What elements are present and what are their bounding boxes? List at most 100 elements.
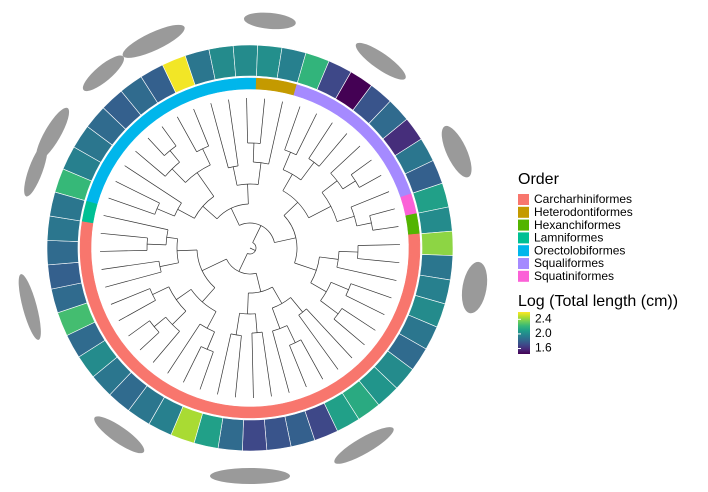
order-cell — [80, 260, 95, 283]
branch — [152, 330, 180, 363]
colorbar-title: Log (Total length (cm)) — [518, 293, 678, 310]
branch — [295, 113, 317, 155]
branch — [318, 133, 348, 167]
shark — [122, 24, 185, 58]
order-cell — [262, 403, 285, 418]
branch — [255, 313, 258, 333]
branch — [261, 332, 272, 397]
order-cell — [408, 233, 421, 255]
branch — [176, 116, 197, 152]
order-cell — [215, 78, 238, 93]
branch — [228, 99, 239, 166]
branch — [357, 258, 400, 264]
branch — [183, 346, 202, 383]
branch — [124, 165, 182, 204]
branch — [147, 137, 165, 156]
branch — [193, 108, 209, 147]
branch — [308, 205, 332, 219]
branch — [369, 208, 395, 216]
order-cell — [222, 404, 245, 419]
branch — [152, 286, 169, 295]
branch — [282, 152, 291, 170]
branch — [166, 236, 178, 240]
branch — [259, 98, 266, 144]
branch — [300, 162, 315, 181]
branch — [284, 106, 301, 151]
branch — [202, 287, 216, 303]
branch — [139, 332, 160, 351]
branch — [336, 216, 355, 222]
branch — [298, 308, 307, 316]
shark — [441, 125, 472, 178]
branch — [171, 168, 186, 183]
branch — [232, 166, 238, 186]
legend-label: Hexanchiformes — [534, 218, 621, 232]
branch — [149, 320, 160, 333]
shark — [461, 261, 488, 314]
shark — [18, 274, 41, 340]
legend-label: Orectolobiformes — [534, 243, 625, 257]
branch — [283, 202, 298, 216]
branch — [236, 183, 259, 186]
order-cell — [255, 77, 278, 92]
branch — [100, 232, 148, 239]
branch — [234, 335, 242, 398]
branch — [118, 300, 156, 322]
branch — [252, 143, 255, 163]
length-cell — [46, 240, 79, 266]
shark — [334, 427, 394, 464]
legend-swatch — [518, 245, 529, 257]
branch — [105, 271, 162, 288]
branch — [320, 300, 339, 315]
branch — [359, 174, 382, 188]
branch — [320, 282, 332, 301]
legend: CarcharhiniformesHeterodontiformesHexanc… — [518, 192, 633, 355]
legend-label: Squatiniformes — [534, 269, 614, 283]
length-cell — [49, 191, 86, 222]
branch — [357, 245, 359, 259]
branch — [230, 333, 242, 336]
shark — [210, 468, 290, 484]
branch — [345, 295, 385, 315]
branch — [201, 258, 227, 271]
branch — [357, 244, 400, 246]
branch — [159, 262, 179, 267]
branch — [177, 249, 198, 252]
legend-swatch — [518, 258, 529, 269]
legend-swatch — [518, 206, 529, 218]
branch — [199, 323, 215, 333]
branch — [330, 281, 349, 290]
branch — [156, 208, 175, 217]
branch — [165, 229, 169, 245]
branch — [350, 283, 392, 299]
branch — [286, 325, 296, 343]
branch — [247, 142, 261, 144]
branch — [300, 339, 324, 380]
branch — [101, 260, 159, 270]
branch — [282, 174, 293, 191]
colorbar-label: 1.6 — [535, 341, 552, 355]
order-cell — [405, 213, 420, 236]
branch — [252, 225, 262, 243]
rings — [46, 44, 454, 452]
shark — [82, 55, 125, 92]
branch — [176, 289, 192, 300]
branch — [271, 307, 281, 329]
branch — [196, 145, 209, 153]
branch — [330, 145, 361, 174]
branch — [239, 222, 275, 243]
shark — [355, 42, 406, 80]
colorbar-label: 2.0 — [535, 326, 552, 340]
branch — [235, 313, 240, 335]
branch — [257, 162, 262, 185]
legend-swatch — [518, 219, 529, 231]
branch — [167, 323, 201, 374]
branch — [338, 250, 358, 253]
branch — [274, 237, 296, 243]
branch — [356, 222, 372, 227]
order-cell — [79, 220, 94, 243]
branch — [210, 103, 229, 168]
branch — [341, 308, 376, 331]
branch — [202, 148, 211, 166]
